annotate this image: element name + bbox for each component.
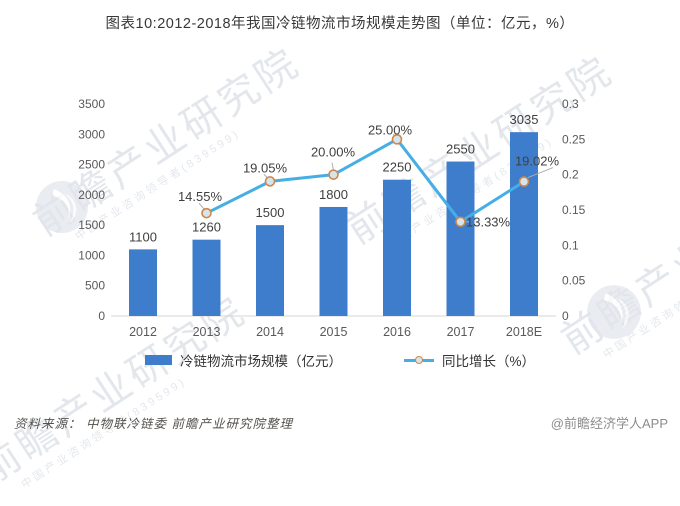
svg-text:2016: 2016	[383, 325, 411, 339]
svg-text:2015: 2015	[320, 325, 348, 339]
svg-text:1260: 1260	[192, 220, 221, 235]
svg-text:0: 0	[562, 309, 569, 323]
svg-text:2000: 2000	[78, 188, 105, 202]
svg-text:2500: 2500	[78, 158, 105, 172]
svg-text:1800: 1800	[319, 187, 348, 202]
legend-item-market-size: 冷链物流市场规模（亿元）	[144, 350, 342, 370]
svg-text:19.05%: 19.05%	[243, 160, 288, 175]
svg-text:2018E: 2018E	[506, 325, 542, 339]
svg-text:13.33%: 13.33%	[466, 214, 511, 229]
brand-credit: @前瞻经济学人APP	[550, 416, 668, 431]
chart-legend: 冷链物流市场规模（亿元） 同比增长（%）	[0, 350, 680, 370]
line-series-swatch	[403, 355, 434, 365]
svg-text:0.05: 0.05	[562, 274, 586, 288]
svg-text:2014: 2014	[256, 325, 284, 339]
line-swatch-marker	[414, 356, 423, 364]
legend-label: 冷链物流市场规模（亿元）	[179, 354, 342, 369]
svg-text:2550: 2550	[446, 142, 475, 157]
svg-text:0.3: 0.3	[562, 97, 579, 111]
svg-text:20.00%: 20.00%	[311, 145, 356, 160]
svg-text:2017: 2017	[447, 325, 475, 339]
svg-text:2012: 2012	[129, 325, 157, 339]
svg-text:25.00%: 25.00%	[368, 122, 413, 137]
bar-series-swatch	[144, 355, 172, 365]
svg-text:2250: 2250	[383, 160, 412, 175]
svg-text:0: 0	[98, 309, 105, 323]
legend-item-yoy-growth: 同比增长（%）	[403, 350, 535, 370]
svg-text:1500: 1500	[256, 205, 285, 220]
svg-text:1000: 1000	[78, 248, 105, 262]
svg-text:19.02%: 19.02%	[515, 154, 560, 169]
svg-text:3500: 3500	[78, 97, 105, 111]
svg-text:0.25: 0.25	[562, 132, 586, 146]
svg-text:0.2: 0.2	[562, 168, 579, 182]
svg-text:1500: 1500	[78, 218, 105, 232]
svg-text:0.15: 0.15	[562, 203, 586, 217]
chart-title: 图表10:2012-2018年我国冷链物流市场规模走势图（单位：亿元，%）	[105, 16, 575, 32]
combo-chart: 0 500 1000 1500 2000 2500 3000 3500 0 0.05 0.1 0.15…	[78, 97, 586, 339]
data-source-note: 资料来源： 中物联冷链委 前瞻产业研究院整理	[14, 417, 293, 431]
svg-text:0.1: 0.1	[562, 238, 579, 252]
svg-text:1100: 1100	[129, 229, 157, 244]
svg-text:3035: 3035	[510, 112, 539, 127]
svg-text:2013: 2013	[193, 325, 221, 339]
svg-text:14.55%: 14.55%	[178, 189, 223, 204]
svg-text:3000: 3000	[78, 127, 105, 141]
legend-label: 同比增长（%）	[441, 354, 535, 369]
svg-text:500: 500	[85, 279, 105, 293]
